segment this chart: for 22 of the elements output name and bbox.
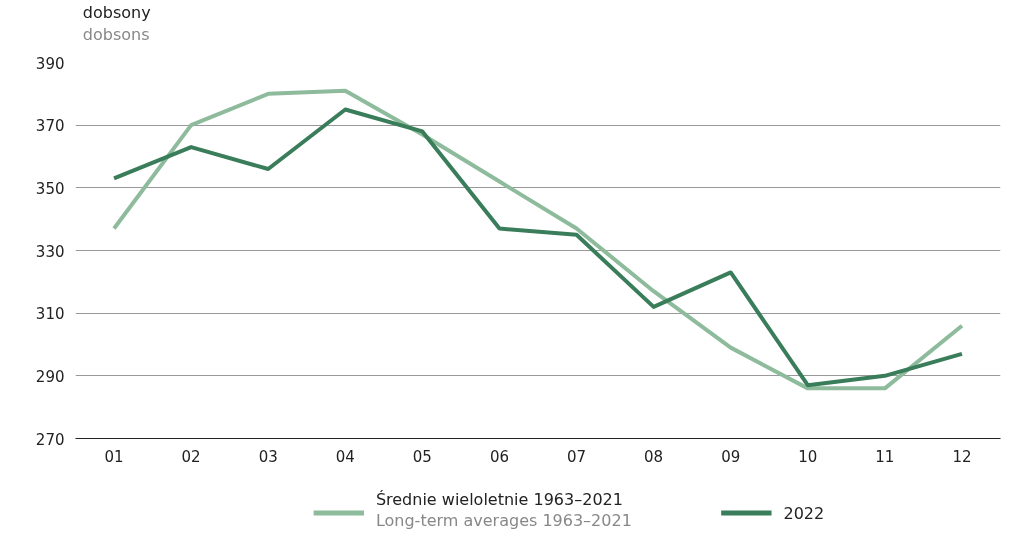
x-tick-label: 01 <box>104 447 124 466</box>
x-tick-label: 08 <box>644 447 664 466</box>
y-tick-label: 310 <box>35 305 65 324</box>
x-tick-label: 07 <box>567 447 587 466</box>
x-tick-label: 09 <box>721 447 741 466</box>
y-tick-label: 290 <box>35 367 65 386</box>
y-tick-label: 350 <box>35 179 65 198</box>
y-tick-label: 390 <box>35 54 65 73</box>
x-tick-label: 05 <box>412 447 432 466</box>
legend-label: 2022 <box>783 504 825 524</box>
y-tick-label: 370 <box>35 117 65 136</box>
x-tick-label: 12 <box>952 447 972 466</box>
x-tick-label: 02 <box>181 447 201 466</box>
y-tick-label: 270 <box>35 430 65 449</box>
y-axis-title: dobsony dobsons <box>82 3 151 44</box>
x-tick-label: 10 <box>798 447 818 466</box>
legend-label: Średnie wieloletnie 1963–2021 Long-term averages 1963–2021 <box>375 489 632 531</box>
x-tick-label: 11 <box>875 447 895 466</box>
x-tick-label: 06 <box>489 447 510 466</box>
x-tick-label: 04 <box>335 447 355 466</box>
y-tick-label: 330 <box>35 242 65 261</box>
x-tick-label: 03 <box>258 447 278 466</box>
